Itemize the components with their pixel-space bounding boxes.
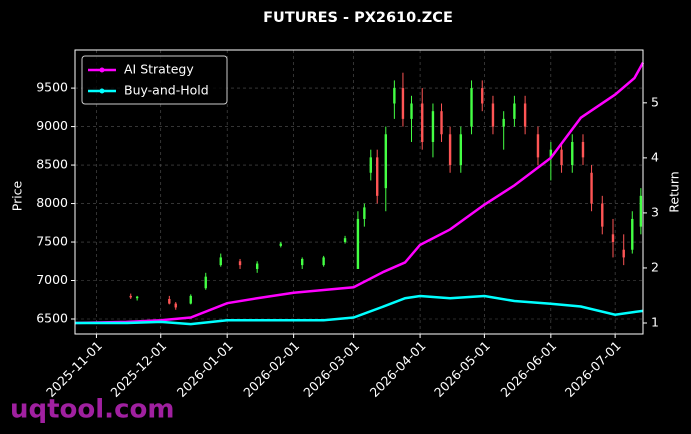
legend-box — [81, 55, 228, 105]
y-tick-label: 6500 — [36, 310, 68, 325]
candle-body — [204, 276, 207, 289]
candle-body — [376, 157, 379, 196]
y2-axis-label: Return — [667, 171, 682, 212]
candle-body — [168, 298, 171, 304]
candle-body — [513, 103, 516, 119]
candle-body — [363, 207, 366, 219]
y-axis-label: Price — [10, 180, 25, 211]
candle-body — [135, 296, 139, 299]
candle-body — [431, 111, 435, 142]
candle-body — [174, 303, 177, 308]
candle-body — [590, 172, 593, 204]
chart-title: FUTURES - PX2610.ZCE — [263, 10, 453, 26]
y-tick-label: 9500 — [36, 80, 68, 95]
watermark: uqtool.com — [10, 395, 174, 425]
series-line — [75, 294, 644, 326]
candle-body — [459, 134, 463, 166]
candle-body — [219, 257, 222, 266]
candle-body — [189, 295, 192, 304]
series-line — [74, 62, 645, 325]
y2-tick-label: 4 — [651, 149, 659, 164]
y-tick-label: 7000 — [36, 272, 68, 287]
candle-body — [560, 149, 563, 166]
plot-frame — [74, 49, 644, 335]
y2-tick-label: 5 — [651, 94, 659, 109]
y-tick-label: 9000 — [36, 118, 68, 133]
candle-body — [356, 218, 360, 269]
candle-body — [571, 141, 574, 166]
candle-body — [301, 258, 304, 266]
candle-body — [601, 203, 604, 227]
legend-label: AI Strategy — [124, 62, 194, 77]
candle-body — [369, 157, 372, 173]
candle-body — [384, 134, 387, 189]
candle-body — [611, 234, 615, 243]
candle-body — [491, 103, 495, 127]
candle-body — [622, 249, 625, 258]
candle-body — [549, 149, 553, 158]
candle-body — [410, 103, 413, 119]
candle-body — [421, 103, 424, 142]
candle-body — [481, 88, 484, 104]
y-tick-label: 8000 — [36, 195, 68, 210]
legend-marker — [99, 67, 105, 73]
candle-body — [279, 243, 282, 246]
candle-body — [631, 218, 634, 250]
candle-body — [502, 118, 505, 127]
candle-body — [238, 261, 242, 266]
candle-body — [448, 134, 452, 166]
candle-body — [440, 111, 443, 135]
candle-body — [393, 88, 396, 104]
candle-body — [536, 134, 540, 158]
candle-body — [129, 295, 132, 298]
candle-body — [639, 195, 643, 227]
legend-label: Buy-and-Hold — [124, 83, 209, 98]
candle-body — [255, 263, 259, 269]
y2-tick-label: 2 — [651, 259, 659, 274]
candle-body — [343, 238, 347, 243]
candle-body — [322, 257, 325, 266]
y-tick-label: 7500 — [36, 234, 68, 249]
candle-body — [523, 103, 527, 127]
y2-tick-label: 1 — [651, 314, 659, 329]
legend-marker — [99, 88, 105, 94]
candle-body — [401, 88, 405, 119]
candle-body — [470, 88, 473, 127]
y-tick-label: 8500 — [36, 157, 68, 172]
candle-body — [581, 141, 585, 158]
y2-tick-label: 3 — [651, 204, 659, 219]
